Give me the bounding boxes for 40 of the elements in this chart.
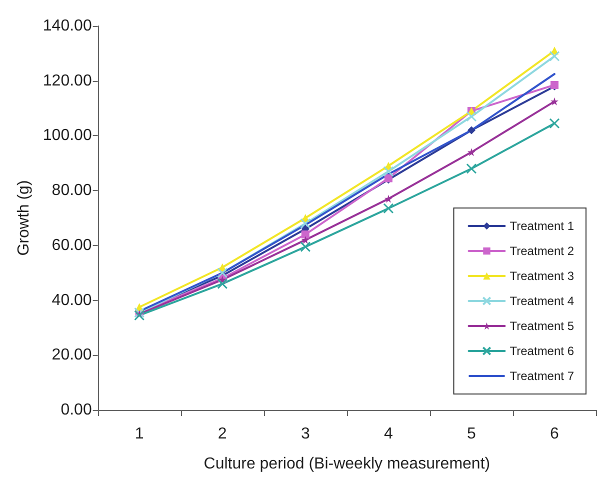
point bbox=[217, 268, 228, 278]
x-tick-label: 5 bbox=[467, 426, 476, 442]
x-tick-label: 6 bbox=[550, 426, 560, 442]
y-axis-title: Growth (g) bbox=[16, 180, 32, 256]
point bbox=[550, 97, 558, 106]
point bbox=[383, 166, 394, 177]
legend-label: Treatment 1 bbox=[510, 219, 574, 233]
point bbox=[217, 278, 228, 290]
point bbox=[300, 218, 311, 229]
legend-label: Treatment 5 bbox=[510, 319, 574, 333]
legend-label: Treatment 2 bbox=[510, 244, 574, 258]
point bbox=[549, 118, 560, 129]
x-axis-title: Culture period (Bi-weekly measurement) bbox=[204, 456, 490, 472]
y-tick-label: 20.00 bbox=[52, 346, 92, 364]
point bbox=[301, 236, 310, 244]
point bbox=[549, 50, 560, 62]
y-tick-label: 0.00 bbox=[60, 402, 92, 418]
y-tick-label: 140.00 bbox=[42, 18, 92, 34]
point bbox=[134, 310, 145, 321]
legend-label: Treatment 3 bbox=[510, 269, 574, 283]
point bbox=[383, 203, 394, 214]
point bbox=[467, 126, 476, 134]
y-tick-label: 100.00 bbox=[42, 127, 92, 144]
point bbox=[466, 111, 477, 122]
legend-label: Treatment 7 bbox=[510, 369, 574, 383]
y-tick-label: 60.00 bbox=[52, 236, 92, 254]
y-tick-label: 80.00 bbox=[52, 182, 92, 200]
x-tick-label: 4 bbox=[384, 426, 393, 442]
legend-label: Treatment 4 bbox=[510, 294, 574, 308]
point bbox=[300, 242, 311, 252]
x-tick-label: 1 bbox=[134, 426, 144, 442]
point bbox=[301, 230, 310, 238]
point bbox=[466, 163, 477, 174]
legend-label: Treatment 6 bbox=[510, 344, 574, 358]
y-tick-label: 40.00 bbox=[52, 292, 92, 309]
point bbox=[384, 194, 392, 203]
x-tick-label: 2 bbox=[218, 426, 227, 442]
point bbox=[467, 148, 476, 156]
y-tick-label: 120.00 bbox=[42, 72, 92, 90]
x-tick-label: 3 bbox=[300, 426, 310, 442]
